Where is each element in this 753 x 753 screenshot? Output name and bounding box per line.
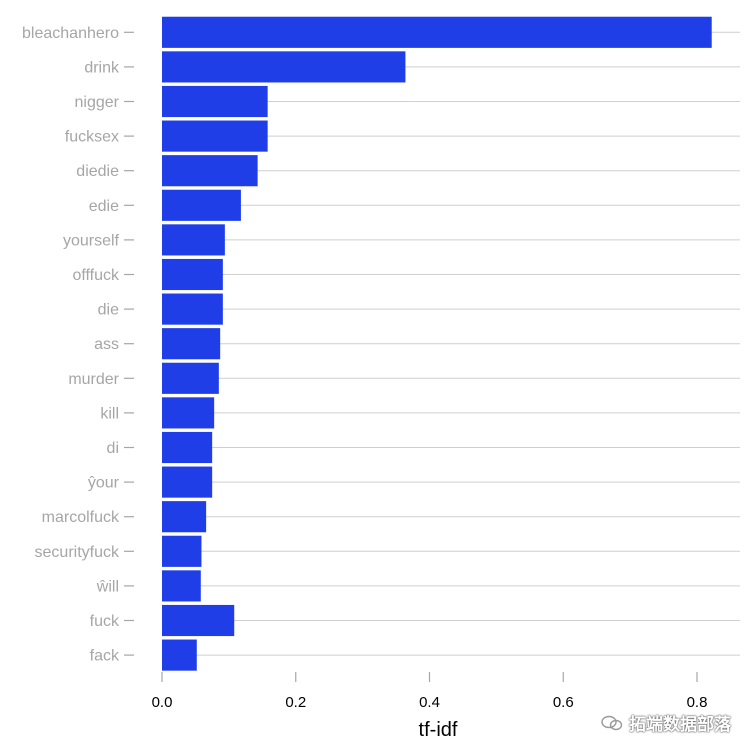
bar-diedie (162, 155, 258, 187)
bar-nigger (162, 85, 268, 118)
x-axis: 0.0 0.2 0.4 0.6 0.8 (152, 672, 708, 711)
bar-murder (162, 362, 219, 394)
y-tick-label: diedie (76, 163, 119, 180)
bar-kill (162, 397, 215, 429)
y-tick-label: offfuck (72, 267, 120, 284)
bar-bleachanhero (162, 16, 712, 48)
y-axis: bleachanhero drink nigger fucksex diedie edie… (22, 25, 134, 665)
y-tick-label: nigger (75, 94, 120, 111)
y-tick-label: edie (89, 198, 119, 215)
y-tick-label: kill (100, 405, 119, 422)
bar-edie (162, 189, 241, 221)
y-tick-label: murder (68, 371, 119, 388)
bar-drink (162, 51, 406, 83)
y-tick-label: fucksex (65, 129, 119, 146)
y-tick-label: bleachanhero (22, 25, 119, 42)
y-tick-label: ŷour (88, 475, 120, 492)
y-tick-label: ass (94, 336, 119, 353)
bar-yourself (162, 224, 225, 256)
bar-fucksex (162, 120, 268, 152)
bar-securityfuck (162, 535, 202, 567)
watermark: 拓端数据部落 (601, 710, 731, 735)
bar-marcolfuck (162, 501, 207, 533)
bar-die (162, 293, 223, 325)
wechat-icon (601, 715, 623, 730)
bar-ass (162, 328, 221, 360)
y-tick-label: fuck (90, 613, 120, 630)
y-tick-label: di (107, 440, 119, 457)
grid-lines (162, 31, 740, 656)
y-tick-label: yourself (63, 232, 120, 249)
x-tick-label: 0.8 (687, 694, 708, 711)
x-tick-label: 0.6 (553, 694, 574, 711)
x-tick-label: 0.2 (285, 694, 306, 711)
watermark-text: 拓端数据部落 (629, 715, 731, 735)
bar-fack (162, 639, 197, 671)
bar-offfuck (162, 258, 223, 291)
y-tick-label: fack (90, 648, 120, 665)
y-tick-label: drink (84, 59, 120, 76)
bars (162, 16, 712, 671)
y-tick-label: securityfuck (35, 544, 120, 561)
y-tick-label: die (98, 302, 119, 319)
bar-fuck (162, 604, 235, 637)
bar-ŷour (162, 466, 213, 498)
x-axis-title: tf-idf (419, 719, 458, 741)
bar-di (162, 431, 213, 464)
y-tick-label: ŵill (96, 578, 119, 595)
bar-ŵill (162, 570, 201, 602)
y-tick-label: marcolfuck (42, 509, 120, 526)
x-tick-label: 0.0 (152, 694, 173, 711)
x-tick-label: 0.4 (419, 694, 440, 711)
